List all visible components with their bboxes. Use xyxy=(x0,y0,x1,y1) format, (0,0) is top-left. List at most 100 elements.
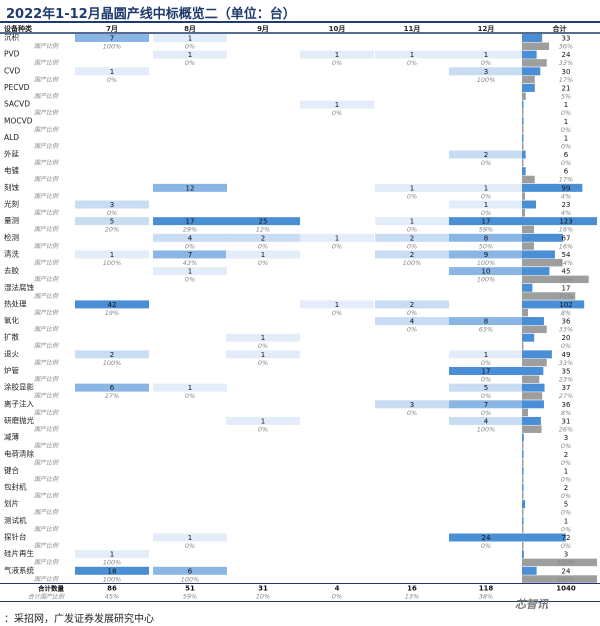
title-rule xyxy=(0,21,600,23)
count-cell xyxy=(153,250,227,259)
pct-value: 100% xyxy=(103,359,122,367)
summary-count: 31 xyxy=(258,584,268,592)
total-value: 54 xyxy=(562,251,571,259)
count-value: 9 xyxy=(484,251,488,259)
count-value: 1 xyxy=(188,384,192,392)
total-value: 3 xyxy=(564,551,568,559)
total-bar xyxy=(522,117,524,126)
row-label: 划片 xyxy=(4,498,19,508)
pct-value: 0% xyxy=(107,209,117,217)
count-cell xyxy=(449,416,523,425)
row-pct-label: 国产比例 xyxy=(34,442,59,450)
total-value: 67 xyxy=(562,234,571,242)
pct-value: 0% xyxy=(481,376,491,384)
total-value: 1 xyxy=(564,134,568,142)
count-cell xyxy=(449,150,523,159)
pct-value: 0% xyxy=(332,309,342,317)
row-pct-label: 国产比例 xyxy=(34,492,59,500)
total-pct-value: 0% xyxy=(561,142,571,150)
header-month: 12月 xyxy=(478,25,495,33)
summary-count: 86 xyxy=(107,584,117,592)
pct-value: 0% xyxy=(481,409,491,417)
row-pct-label: 国产比例 xyxy=(34,392,59,400)
row-label: 离子注入 xyxy=(4,398,34,408)
total-bar xyxy=(522,433,524,442)
header-month: 9月 xyxy=(257,25,269,33)
count-value: 18 xyxy=(108,567,117,575)
total-pct-bar xyxy=(522,408,528,417)
count-cell xyxy=(300,300,374,309)
row-pct-label: 国产比例 xyxy=(34,159,59,167)
total-pct-bar xyxy=(522,325,547,334)
row-label: 电荷清除 xyxy=(4,448,34,458)
count-cell xyxy=(300,50,374,59)
count-cell xyxy=(75,250,149,259)
total-pct-value: 0% xyxy=(561,492,571,500)
row-pct-label: 国产比例 xyxy=(34,209,59,217)
row-label: PVD xyxy=(4,50,20,59)
pct-value: 0% xyxy=(332,59,342,67)
count-value: 1 xyxy=(188,268,192,276)
pct-value: 0% xyxy=(407,309,417,317)
row-label: MOCVD xyxy=(4,116,33,125)
pct-value: 50% xyxy=(479,242,493,250)
count-value: 3 xyxy=(484,68,488,76)
row-pct-label: 国产比例 xyxy=(34,508,59,516)
row-pct-label: 国产比例 xyxy=(34,342,59,350)
count-cell xyxy=(153,533,227,542)
total-bar xyxy=(522,217,597,226)
total-pct-value: 0% xyxy=(561,126,571,134)
count-value: 2 xyxy=(410,301,414,309)
pct-value: 17% xyxy=(105,392,119,400)
total-pct-bar xyxy=(522,192,525,200)
header-month: 10月 xyxy=(329,25,346,33)
row-label: 测试机 xyxy=(4,515,27,525)
total-bar xyxy=(522,34,543,42)
total-pct-bar xyxy=(522,275,589,284)
count-cell xyxy=(226,350,300,359)
total-bar xyxy=(522,400,544,409)
pct-value: 0% xyxy=(407,242,417,250)
total-pct-bar xyxy=(522,575,597,583)
count-cell xyxy=(449,400,523,409)
row-label: 涂胶显影 xyxy=(4,382,34,392)
total-value: 99 xyxy=(562,184,571,192)
row-label: 扩散 xyxy=(4,332,19,342)
pct-value: 0% xyxy=(185,43,195,51)
total-pct-bar xyxy=(522,209,525,217)
row-pct-label: 国产比例 xyxy=(34,92,59,100)
summary-pct: 13% xyxy=(405,592,419,600)
count-cell xyxy=(153,267,227,276)
row-pct-label: 国产比例 xyxy=(34,242,59,250)
total-pct-value: 0% xyxy=(561,542,571,550)
count-value: 1 xyxy=(410,184,414,192)
row-label: 硅片再生 xyxy=(4,548,34,558)
total-pct-bar xyxy=(522,342,524,350)
count-value: 4 xyxy=(484,417,489,425)
row-pct-label: 国产比例 xyxy=(34,325,59,333)
total-value: 123 xyxy=(559,218,572,226)
header-total: 合计 xyxy=(552,24,567,33)
row-pct-label: 国产比例 xyxy=(34,308,59,316)
count-value: 10 xyxy=(482,268,491,276)
row-pct-label: 国产比例 xyxy=(34,425,59,433)
pct-value: 0% xyxy=(185,276,195,284)
total-value: 6 xyxy=(564,168,569,176)
total-pct-bar xyxy=(522,92,526,100)
pct-value: 100% xyxy=(103,259,122,267)
total-pct-bar xyxy=(522,442,524,450)
pct-value: 100% xyxy=(477,425,496,433)
count-cell xyxy=(300,100,374,109)
total-pct-bar xyxy=(522,159,524,167)
total-bar xyxy=(522,267,550,276)
header-month: 8月 xyxy=(184,25,196,33)
count-value: 17 xyxy=(482,368,491,376)
pct-value: 20% xyxy=(105,226,119,234)
count-value: 1 xyxy=(410,51,414,59)
header-month: 7月 xyxy=(106,25,118,33)
total-bar xyxy=(522,550,524,559)
count-value: 1 xyxy=(484,184,488,192)
total-pct-bar xyxy=(522,475,524,483)
count-value: 1 xyxy=(110,551,114,559)
